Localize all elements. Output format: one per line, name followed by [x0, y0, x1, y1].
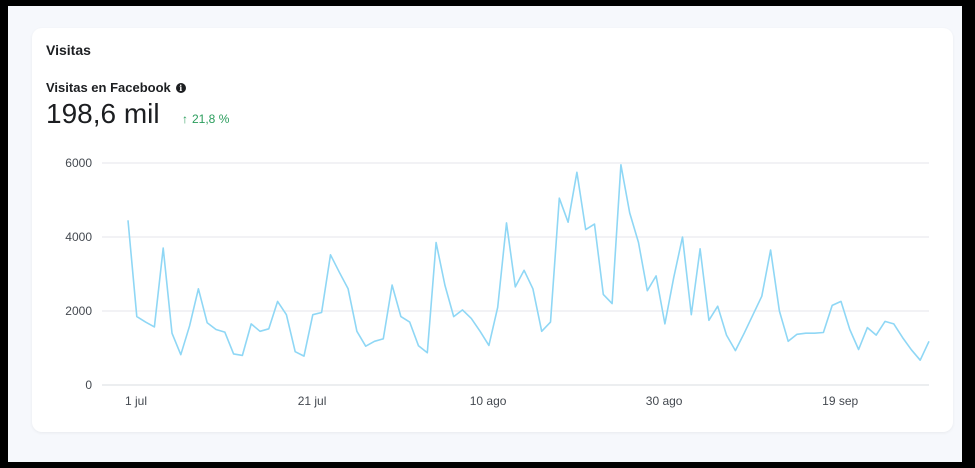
- metric-value: 198,6 mil: [46, 98, 160, 129]
- metric-label-row: Visitas en Facebook i: [46, 80, 186, 95]
- x-tick-label: 1 jul: [125, 394, 147, 408]
- y-tick-label: 2000: [65, 304, 92, 318]
- metric-label: Visitas en Facebook: [46, 80, 171, 95]
- x-tick-label: 19 sep: [822, 394, 858, 408]
- y-tick-label: 6000: [65, 156, 92, 170]
- series-line: [127, 163, 930, 361]
- y-tick-label: 0: [85, 378, 92, 392]
- page-background: Visitas Visitas en Facebook i 198,6 mil …: [8, 6, 962, 462]
- delta-percent: 21,8 %: [192, 112, 230, 126]
- arrow-up-icon: ↑: [182, 112, 188, 126]
- info-circle-icon[interactable]: i: [175, 82, 186, 93]
- card-title: Visitas: [46, 42, 91, 58]
- line-chart: 0 2000 4000 6000 1 jul 21 jul 10 ago 30 ago 19 s…: [65, 156, 930, 408]
- x-tick-label: 21 jul: [298, 394, 327, 408]
- visits-card: Visitas Visitas en Facebook i 198,6 mil …: [32, 28, 953, 432]
- metric-delta: ↑ 21,8 %: [182, 112, 229, 126]
- y-tick-label: 4000: [65, 230, 92, 244]
- x-tick-label: 10 ago: [470, 394, 507, 408]
- x-tick-label: 30 ago: [646, 394, 683, 408]
